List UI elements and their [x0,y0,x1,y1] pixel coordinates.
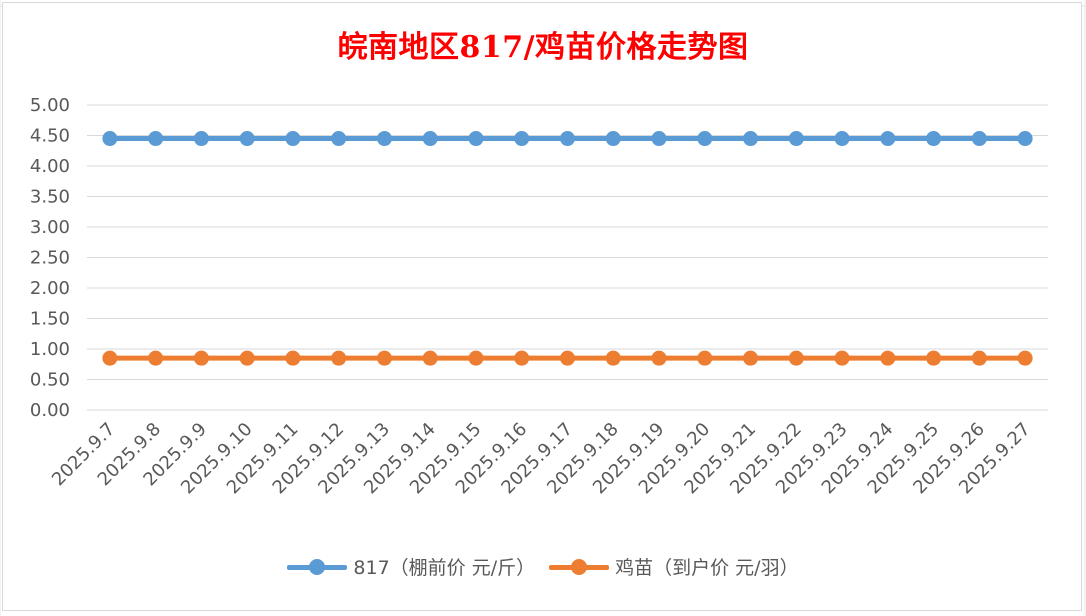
y-tick-label: 4.00 [30,156,70,177]
data-point [514,131,530,147]
data-point [697,131,713,147]
data-point [331,131,347,147]
data-point [560,350,575,366]
y-tick-label: 4.50 [30,126,70,147]
data-point [743,350,759,366]
legend-marker-817 [287,557,348,577]
data-point [422,131,438,147]
data-point [651,350,667,366]
data-point [605,131,621,147]
data-point [926,350,942,366]
data-point [880,350,896,366]
data-point [102,350,118,366]
y-tick-label: 3.00 [30,217,70,238]
data-point [971,350,987,366]
legend-item-817[interactable]: 817（棚前价 元/斤） [287,553,535,580]
y-tick-label: 1.00 [30,339,70,360]
y-tick-label: 0.00 [30,400,70,421]
data-point [514,350,530,366]
legend-item-chick[interactable]: 鸡苗（到户价 元/羽） [549,553,799,580]
data-point [880,131,896,147]
data-point [788,131,804,147]
data-point [560,131,575,147]
data-point [743,131,759,147]
data-point [468,350,484,366]
data-point [239,350,255,366]
legend-label-chick: 鸡苗（到户价 元/羽） [615,557,799,579]
y-tick-label: 5.00 [30,95,70,116]
chart-legend: 817（棚前价 元/斤） 鸡苗（到户价 元/羽） [0,553,1086,580]
data-point [285,131,301,147]
data-point [1017,350,1033,366]
y-tick-label: 3.50 [30,187,70,208]
data-point [1017,131,1033,147]
data-point [697,350,713,366]
data-point [926,131,942,147]
data-point [148,131,164,147]
data-point [651,131,667,147]
data-point [376,350,392,366]
data-point [285,350,301,366]
data-point [239,131,255,147]
data-point [102,131,118,147]
y-tick-label: 2.50 [30,248,70,269]
data-point [422,350,438,366]
data-point [331,350,347,366]
legend-label-817: 817（棚前价 元/斤） [353,557,536,579]
data-point [834,350,850,366]
y-tick-label: 2.00 [30,278,70,299]
chart-title: 皖南地区817/鸡苗价格走势图 [337,30,749,65]
data-point [193,131,209,147]
data-point [193,350,209,366]
data-point [605,350,621,366]
data-point [148,350,164,366]
data-point [971,131,987,147]
data-point [788,350,804,366]
y-tick-label: 0.50 [30,370,70,391]
data-point [376,131,392,147]
data-point [834,131,850,147]
data-point [468,131,484,147]
legend-marker-chick [549,557,610,577]
y-tick-label: 1.50 [30,309,70,330]
